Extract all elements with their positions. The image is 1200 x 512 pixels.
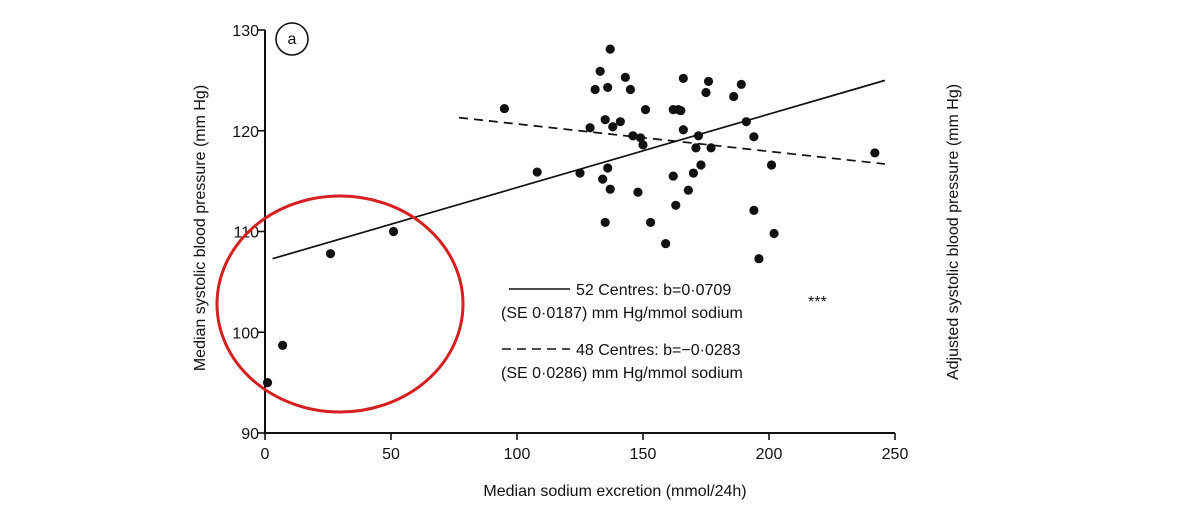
legend-solid-line1: 52 Centres: b=0·0709 xyxy=(576,282,731,299)
data-point xyxy=(628,131,638,141)
data-point xyxy=(668,171,678,181)
y-tick-label: 90 xyxy=(241,426,259,443)
legend: 52 Centres: b=0·0709 (SE 0·0187) mm Hg/m… xyxy=(501,282,827,382)
data-point xyxy=(678,125,688,135)
data-point xyxy=(605,184,615,194)
legend-dashed-line2: (SE 0·0286) mm Hg/mmol sodium xyxy=(501,365,743,382)
y-axis-title-left: Median systolic blood pressure (mm Hg) xyxy=(192,85,209,371)
data-point xyxy=(706,143,716,153)
data-point xyxy=(754,254,764,264)
data-point xyxy=(640,104,651,115)
data-point xyxy=(635,133,646,143)
data-point xyxy=(262,378,273,388)
data-point xyxy=(645,217,656,228)
data-point xyxy=(693,131,704,141)
data-point xyxy=(590,84,600,95)
data-point xyxy=(615,117,625,127)
data-point xyxy=(600,217,610,228)
x-tick-label: 0 xyxy=(261,446,270,463)
panel-label-badge: a xyxy=(275,22,309,56)
x-tick-label: 150 xyxy=(630,446,657,463)
legend-significance-mark: *** xyxy=(808,294,827,311)
data-point xyxy=(603,163,613,173)
data-point xyxy=(701,87,711,98)
data-point xyxy=(703,76,714,86)
data-point xyxy=(598,174,608,184)
data-point xyxy=(678,73,688,83)
data-point xyxy=(729,91,739,102)
data-point xyxy=(741,117,751,127)
data-point xyxy=(769,228,779,239)
regression-line-dashed xyxy=(458,116,886,165)
data-point xyxy=(595,66,605,76)
legend-solid-line2: (SE 0·0187) mm Hg/mmol sodium xyxy=(501,305,743,322)
data-point xyxy=(608,122,618,132)
y-tick-label: 130 xyxy=(232,23,259,40)
x-tick-label: 100 xyxy=(504,446,531,463)
data-point xyxy=(870,148,880,158)
data-point xyxy=(575,168,585,178)
data-point xyxy=(671,200,681,210)
x-tick-label: 250 xyxy=(882,446,909,463)
y-axis-title-right: Adjusted systolic blood pressure (mm Hg) xyxy=(945,84,962,380)
data-point xyxy=(325,249,336,259)
data-point xyxy=(749,132,759,142)
x-tick-label: 50 xyxy=(382,446,400,463)
data-point xyxy=(736,79,746,90)
data-point xyxy=(683,185,693,195)
data-point xyxy=(499,103,509,114)
panel-label: a xyxy=(288,31,297,48)
data-point xyxy=(625,84,636,95)
legend-dashed-line1: 48 Centres: b=−0·0283 xyxy=(576,342,741,359)
data-point xyxy=(696,160,706,170)
data-points xyxy=(262,44,880,388)
data-point xyxy=(532,167,542,177)
data-point xyxy=(638,140,648,150)
y-tick-label: 100 xyxy=(232,325,259,342)
data-point xyxy=(661,238,671,249)
data-point xyxy=(633,187,643,197)
data-point xyxy=(691,143,701,153)
data-point xyxy=(278,340,288,350)
data-point xyxy=(749,205,759,215)
highlight-ellipse xyxy=(215,194,465,414)
data-point xyxy=(600,115,610,125)
data-point xyxy=(766,160,777,170)
x-axis-title: Median sodium excretion (mmol/24h) xyxy=(483,483,746,500)
data-point xyxy=(688,168,699,178)
data-point xyxy=(585,123,595,133)
x-tick-label: 200 xyxy=(756,446,783,463)
y-tick-label: 120 xyxy=(232,124,259,141)
data-point xyxy=(603,82,613,93)
data-point xyxy=(388,226,399,237)
data-point xyxy=(676,106,686,116)
data-point xyxy=(605,44,615,54)
data-point xyxy=(620,72,630,82)
